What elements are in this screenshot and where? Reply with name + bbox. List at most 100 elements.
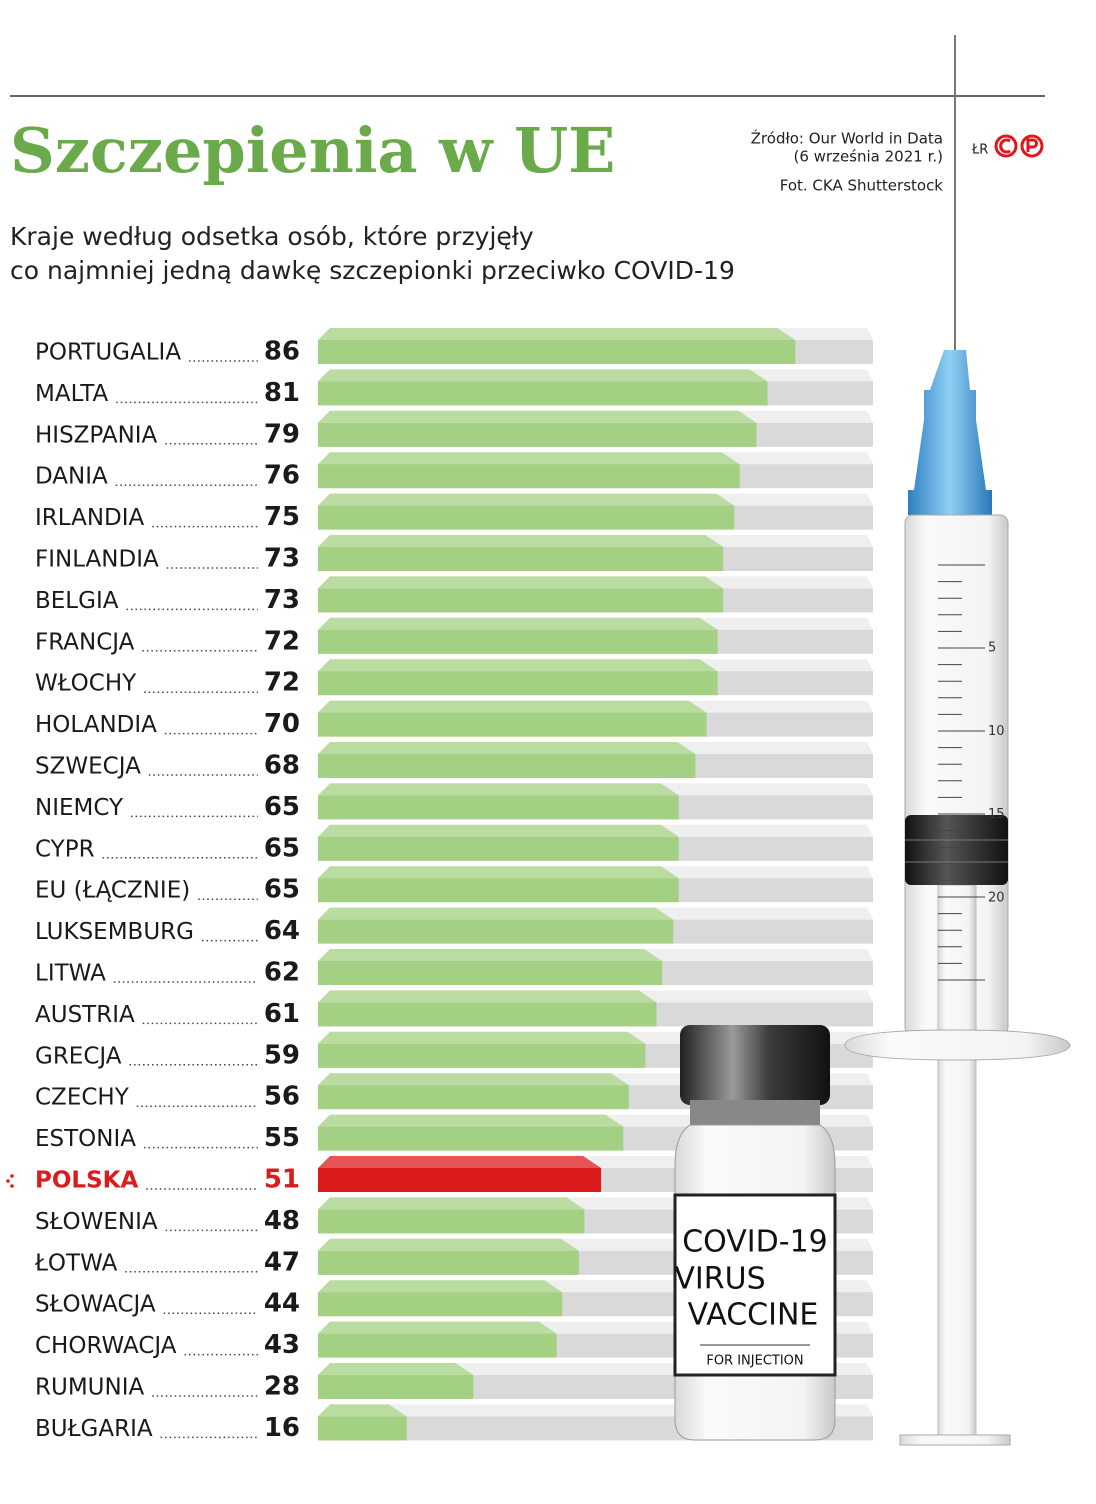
vial: COVID-19 VIRUS VACCINE FOR INJECTION [673,1025,837,1441]
vial-label: VIRUS [674,1262,765,1297]
value-label: 72 [264,626,300,656]
value-label: 64 [264,916,300,946]
category-label: SŁOWACJA [35,1292,156,1318]
bar-top [318,452,740,465]
category-label: BELGIA [35,588,119,614]
bar [318,961,663,985]
category-label: NIEMCY [35,795,124,821]
value-label: 70 [264,709,300,739]
category-label: PORTUGALIA [35,340,181,366]
bar-top [318,742,696,754]
bar [318,1292,563,1317]
value-label: 48 [264,1206,300,1236]
bar [318,795,679,820]
source: (6 września 2021 r.) [793,148,943,166]
value-label: 73 [264,544,300,574]
syringe-scale-label: 15 [988,807,1005,822]
bar-top [318,783,679,796]
value-label: 28 [264,1372,300,1402]
value-label: 44 [264,1289,300,1319]
value-label: 59 [264,1040,300,1070]
bar-top [318,866,679,879]
category-label: CZECHY [35,1085,130,1111]
bar [318,1043,646,1068]
vial-label: COVID-19 [682,1225,828,1260]
bar [318,671,718,696]
category-label: IRLANDIA [35,505,145,531]
syringe-scale-label: 10 [988,724,1005,739]
bar-top [318,1321,557,1334]
bar [318,1168,602,1192]
category-label: EU (ŁĄCZNIE) [35,878,190,904]
category-label: LITWA [35,961,106,987]
bar [318,836,679,861]
category-label: AUSTRIA [35,1002,135,1028]
category-label: GRECJA [35,1043,122,1069]
bar-top [318,659,718,672]
bar [318,1375,474,1399]
value-label: 62 [264,958,300,988]
value-label: 56 [264,1082,300,1112]
vial-label: VACCINE [688,1298,819,1333]
bar [318,1126,624,1151]
bar [318,878,679,903]
chart-title: Szczepienia w UE [10,114,615,187]
bar [318,1002,657,1027]
bar-top [318,1404,407,1417]
category-label: FRANCJA [35,629,135,655]
bar [318,588,724,613]
value-label: 79 [264,419,300,449]
highlight-dot [10,1184,14,1188]
bar-top [318,1197,585,1210]
category-label: MALTA [35,381,108,407]
bar-top [318,1114,624,1127]
bar-top [318,907,674,920]
source: Źródło: Our World in Data [751,129,943,148]
category-label: POLSKA [35,1168,138,1194]
bar-top [318,493,735,506]
bar [318,547,724,571]
bar-top [318,576,724,589]
bar [318,754,696,778]
bar [318,1209,585,1234]
value-label: 65 [264,875,300,905]
category-label: SŁOWENIA [35,1209,158,1235]
bar-top [318,1238,579,1251]
photo-credit: Fot. CKA Shutterstock [780,177,944,195]
category-label: DANIA [35,464,108,490]
category-label: HISZPANIA [35,422,158,448]
bar [318,629,718,654]
bar [318,1250,579,1275]
value-label: 86 [264,337,300,367]
value-label: 43 [264,1330,300,1360]
bar-top [318,700,707,713]
bar-top [318,1156,602,1168]
value-label: 61 [264,999,300,1029]
logo-icon [994,134,1044,158]
bar [318,381,768,406]
bar [318,422,757,447]
bar-top [318,1363,474,1375]
bar-top [318,369,768,382]
highlight-dot [6,1179,10,1183]
vial-sublabel: FOR INJECTION [706,1354,803,1369]
bar-top [318,1073,629,1086]
bar-top [318,410,757,423]
value-label: 76 [264,461,300,491]
value-label: 72 [264,668,300,698]
highlight-dot [10,1174,14,1178]
value-label: 47 [264,1247,300,1277]
bar [318,340,796,364]
category-label: WŁOCHY [35,671,137,697]
bar-top [318,328,796,340]
bar [318,1416,407,1441]
category-label: BUŁGARIA [35,1416,153,1442]
value-label: 68 [264,751,300,781]
syringe-scale-label: 5 [988,641,996,656]
bar-top [318,1031,646,1044]
value-label: 73 [264,585,300,615]
value-label: 75 [264,502,300,532]
subtitle: Kraje według odsetka osób, które przyjęł… [10,222,534,251]
value-label: 16 [264,1413,300,1443]
